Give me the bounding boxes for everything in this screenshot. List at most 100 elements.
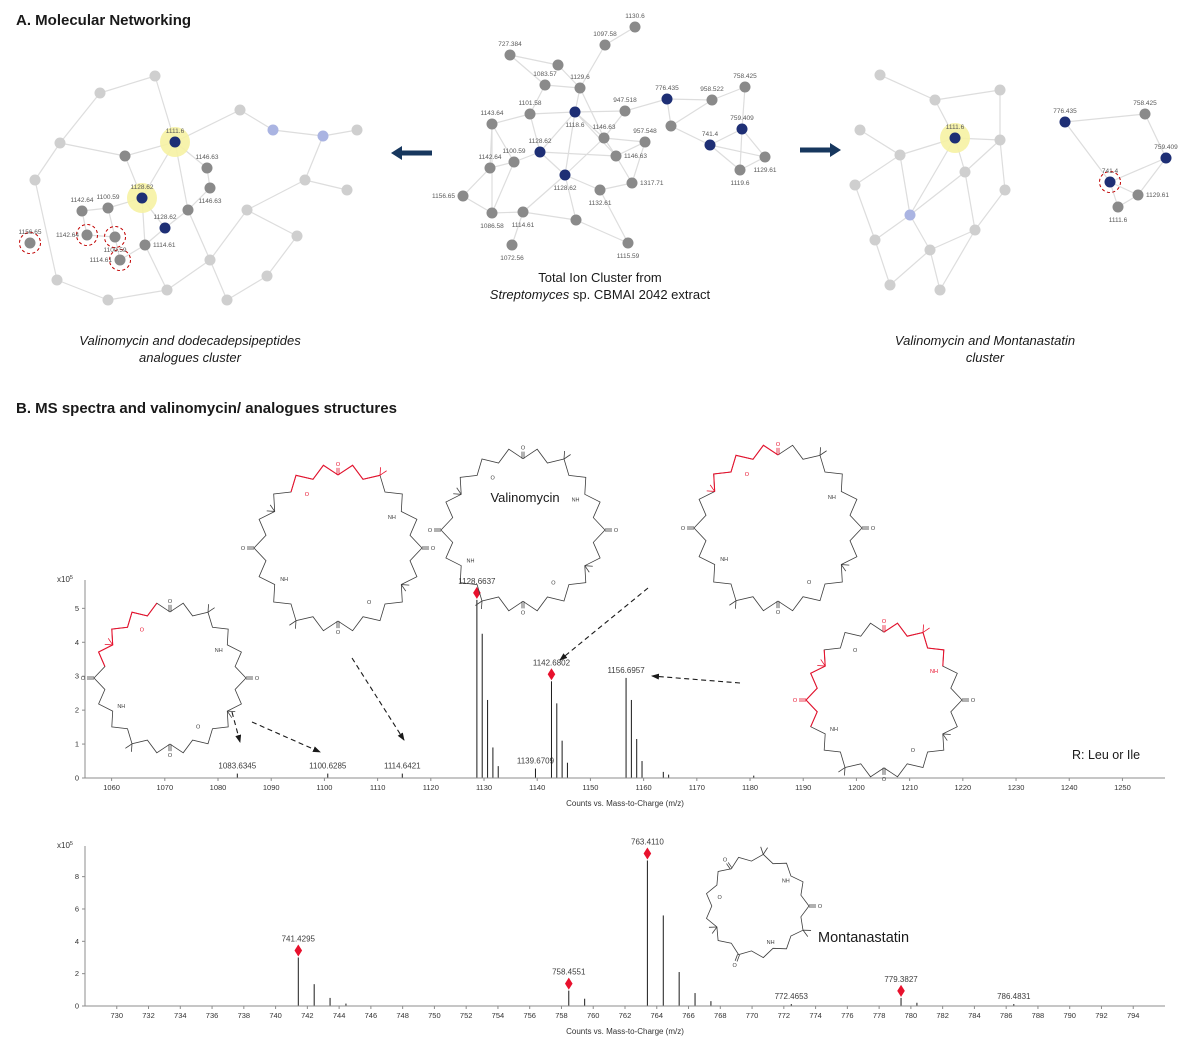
svg-text:NH: NH [828,495,836,501]
svg-text:1160: 1160 [636,783,652,792]
svg-text:782: 782 [936,1011,949,1020]
svg-text:1142.64: 1142.64 [70,197,93,204]
svg-text:1240: 1240 [1061,783,1078,792]
svg-text:784: 784 [968,1011,981,1020]
svg-text:1156.6957: 1156.6957 [607,666,645,675]
svg-text:1129.61: 1129.61 [1146,192,1169,199]
svg-text:1156.65: 1156.65 [432,193,455,200]
svg-text:758.425: 758.425 [1133,100,1157,107]
svg-text:779.3827: 779.3827 [884,975,918,984]
svg-text:1128.62: 1128.62 [553,185,576,192]
svg-text:1114.61: 1114.61 [512,222,535,229]
svg-text:1128.62: 1128.62 [528,138,551,145]
svg-text:O: O [305,492,310,498]
svg-text:1083.6345: 1083.6345 [218,762,256,771]
svg-text:1097.58: 1097.58 [593,31,617,38]
svg-text:NH: NH [466,558,474,564]
svg-text:1086.58: 1086.58 [480,223,504,230]
svg-text:1114.6421: 1114.6421 [384,762,421,771]
ms-spectrum-bottom: 730 732 734 736 738 740 742 744 746 748 750 752 754 7… [57,838,1165,1036]
svg-text:8: 8 [75,872,79,881]
valinomycin-label: Valinomycin [490,490,560,505]
center-caption-line1: Total Ion Cluster from [538,270,662,285]
svg-text:4: 4 [75,638,79,647]
svg-text:1130: 1130 [476,783,492,792]
left-caption-line2: analogues cluster [139,349,241,365]
svg-text:786: 786 [1000,1011,1013,1020]
svg-text:1139.6709: 1139.6709 [517,757,555,766]
montanastatin-label: Montanastatin [818,930,910,946]
svg-text:O: O [431,546,436,552]
svg-text:O: O [614,528,619,534]
svg-text:1128.62: 1128.62 [130,184,153,191]
svg-text:750: 750 [428,1011,441,1020]
svg-text:727.384: 727.384 [498,41,522,48]
center-cluster-caption: Total Ion Cluster from Streptomyces sp. … [430,270,770,304]
svg-text:6: 6 [75,904,79,913]
svg-text:760: 760 [587,1011,600,1020]
svg-text:1210: 1210 [901,783,918,792]
svg-text:1142.64: 1142.64 [56,232,79,239]
svg-text:1115.59: 1115.59 [617,253,640,260]
svg-text:O: O [428,528,433,534]
svg-text:O: O [681,526,686,532]
svg-text:1101.58: 1101.58 [518,100,541,107]
svg-text:780: 780 [905,1011,918,1020]
svg-text:1220: 1220 [954,783,971,792]
svg-text:1128.6637: 1128.6637 [458,577,496,586]
svg-text:947.518: 947.518 [613,97,637,104]
left-caption-line1: Valinomycin and dodecadepsipeptides [79,333,301,348]
svg-text:772.4653: 772.4653 [775,992,809,1001]
svg-text:1150: 1150 [582,783,598,792]
svg-text:958.522: 958.522 [700,86,724,93]
svg-text:759.409: 759.409 [1154,144,1178,151]
svg-text:758.425: 758.425 [733,73,757,80]
svg-text:732: 732 [142,1011,155,1020]
svg-text:1146.63: 1146.63 [198,198,221,205]
svg-text:x105: x105 [57,575,73,584]
svg-text:1100: 1100 [316,783,332,792]
svg-text:2: 2 [75,969,79,978]
svg-text:1132.61: 1132.61 [588,200,611,207]
svg-text:786.4831: 786.4831 [997,992,1031,1001]
svg-text:744: 744 [333,1011,346,1020]
svg-text:792: 792 [1095,1011,1108,1020]
panel-b-title: B. MS spectra and valinomycin/ analogues… [16,400,397,417]
svg-text:778: 778 [873,1011,886,1020]
svg-text:3: 3 [75,672,79,681]
svg-text:1128.62: 1128.62 [153,214,176,221]
svg-text:1250: 1250 [1114,783,1131,792]
svg-text:2: 2 [75,706,79,715]
svg-text:NH: NH [388,515,396,521]
svg-text:764: 764 [651,1011,664,1020]
svg-text:1114.61: 1114.61 [89,257,112,264]
svg-text:1146.63: 1146.63 [592,124,615,131]
svg-text:736: 736 [206,1011,219,1020]
svg-text:1100.6285: 1100.6285 [309,762,347,771]
panel-a-title: A. Molecular Networking [16,12,192,29]
svg-text:1090: 1090 [263,783,280,792]
svg-text:1119.6: 1119.6 [731,180,750,187]
network-right-cluster: 1111.6 776.435 758.425 759.409 741.4 1129.61 1… [849,69,1178,296]
svg-text:4: 4 [75,937,79,946]
svg-text:1111.6: 1111.6 [1109,217,1128,224]
center-caption-rest: sp. CBMAI 2042 extract [569,286,711,302]
right-cluster-caption: Valinomycin and Montanastatin cluster [810,333,1160,367]
ms-spectrum-top: 1060 1070 1080 1090 1100 1110 1120 1130 1140 1150… [57,575,1165,808]
svg-text:746: 746 [365,1011,378,1020]
svg-text:1146.63: 1146.63 [195,154,218,161]
svg-text:O: O [336,462,341,468]
svg-text:768: 768 [714,1011,727,1020]
svg-text:754: 754 [492,1011,505,1020]
svg-text:762: 762 [619,1011,632,1020]
svg-text:790: 790 [1063,1011,1076,1020]
svg-text:1146.63: 1146.63 [624,153,647,160]
svg-text:741.4: 741.4 [702,131,719,138]
svg-text:5: 5 [75,604,79,613]
svg-text:1140: 1140 [529,783,545,792]
svg-text:752: 752 [460,1011,473,1020]
svg-text:0: 0 [75,774,79,783]
svg-text:774: 774 [809,1011,822,1020]
svg-text:742: 742 [301,1011,314,1020]
